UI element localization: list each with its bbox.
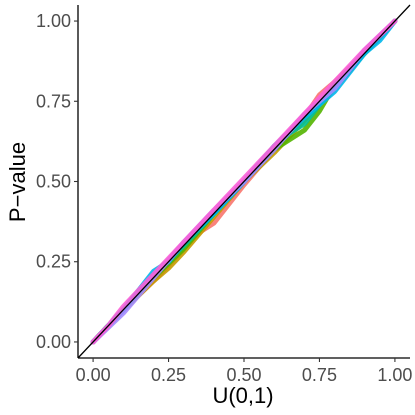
y-tick-label: 0.25: [36, 252, 71, 272]
y-tick-label: 0.50: [36, 172, 71, 192]
y-axis-title: P−value: [5, 142, 30, 222]
y-tick-label: 1.00: [36, 11, 71, 31]
x-tick-label: 0.50: [226, 365, 261, 385]
x-tick-label: 0.00: [76, 365, 111, 385]
y-tick-label: 0.75: [36, 91, 71, 111]
x-tick-label: 1.00: [377, 365, 412, 385]
x-tick-label: 0.25: [151, 365, 186, 385]
reference-line-layer: [77, 4, 411, 359]
y-tick-label: 0.00: [36, 332, 71, 352]
series-line-7: [90, 18, 398, 345]
x-axis-title: U(0,1): [212, 383, 273, 408]
reference-line: [77, 4, 411, 359]
ticks-layer: 0.00 0.25 0.50 0.75 1.00 0.00 0.25 0.50 0.75 1.00: [36, 11, 412, 385]
x-tick-label: 0.75: [302, 365, 337, 385]
